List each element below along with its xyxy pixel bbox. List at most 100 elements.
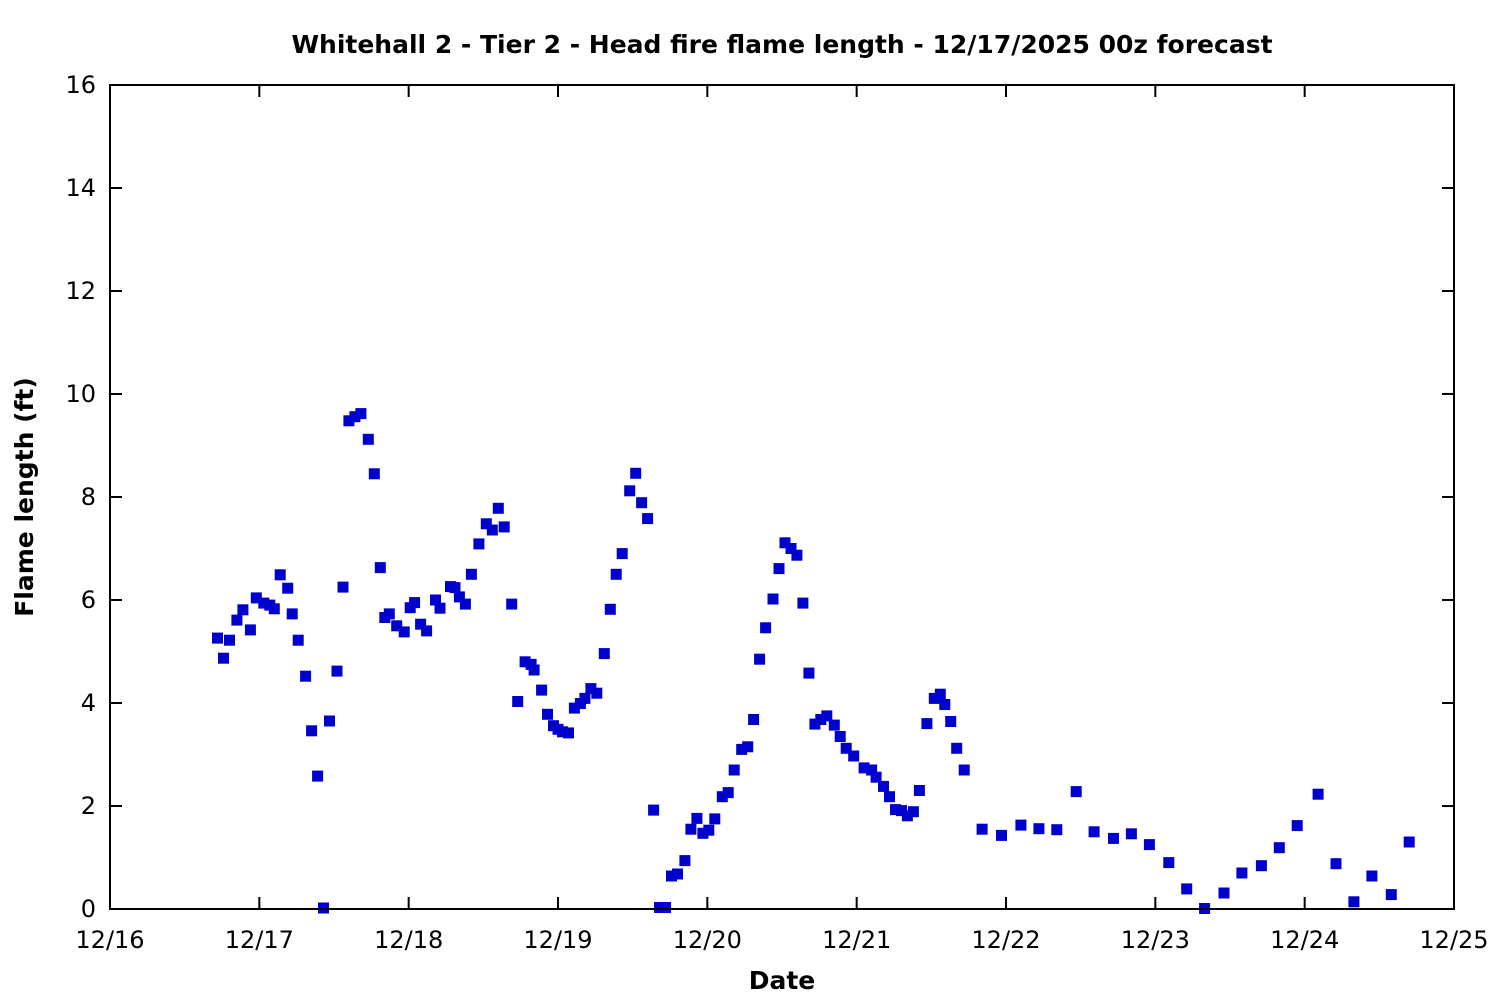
data-point (337, 581, 349, 593)
data-point (685, 823, 697, 835)
data-point (722, 787, 734, 799)
data-point (557, 726, 568, 738)
data-point (828, 719, 840, 731)
data-point (231, 614, 243, 626)
data-point (728, 764, 740, 776)
data-point (300, 670, 312, 682)
data-point (1088, 826, 1100, 838)
y-tick-label: 14 (65, 174, 96, 202)
data-point (1163, 857, 1175, 869)
data-point (951, 742, 963, 754)
data-point (449, 582, 461, 594)
data-point (591, 687, 603, 699)
data-point (1330, 858, 1342, 870)
data-point (736, 743, 748, 755)
data-point (362, 433, 374, 445)
data-point (797, 597, 809, 609)
data-point (579, 692, 591, 704)
x-tick-label: 12/25 (1419, 926, 1488, 954)
data-point (568, 702, 580, 714)
data-point (415, 618, 427, 630)
data-point (212, 632, 223, 644)
data-point (691, 812, 703, 824)
data-point (492, 502, 504, 514)
data-point (525, 658, 537, 670)
data-point (666, 870, 677, 882)
data-point (1143, 839, 1155, 851)
data-point (939, 699, 951, 710)
data-point (1291, 820, 1303, 832)
data-point (921, 718, 933, 730)
data-point (1015, 819, 1027, 831)
data-point (896, 805, 907, 817)
data-point (654, 902, 665, 913)
data-point (512, 696, 524, 707)
data-point (858, 762, 870, 774)
y-tick-label: 2 (81, 792, 96, 820)
data-point (1218, 887, 1230, 899)
data-point (368, 468, 380, 480)
data-point (383, 608, 395, 620)
data-point (1348, 896, 1360, 908)
data-point (884, 791, 895, 803)
data-point (748, 714, 760, 725)
data-point (697, 827, 709, 839)
data-point (282, 582, 294, 594)
data-point (636, 497, 648, 509)
data-point (604, 603, 616, 615)
data-point (430, 594, 441, 606)
data-point (870, 771, 882, 783)
data-point (660, 902, 671, 913)
data-point (703, 824, 715, 836)
data-point (453, 591, 465, 603)
data-point (679, 855, 691, 867)
data-point (498, 521, 510, 533)
data-point (610, 568, 622, 580)
data-point (1273, 842, 1285, 854)
x-tick-label: 12/22 (971, 926, 1040, 954)
scatter-points-layer (212, 408, 1415, 914)
data-point (996, 829, 1007, 841)
y-axis-label: Flame length (ft) (10, 377, 39, 617)
data-point (465, 568, 477, 580)
data-point (324, 715, 335, 727)
data-point (821, 710, 833, 722)
data-point (1255, 860, 1267, 872)
data-point (809, 718, 821, 730)
data-point (901, 810, 913, 822)
data-point (928, 692, 940, 704)
data-point (840, 742, 852, 754)
data-point (312, 770, 324, 782)
data-point (760, 622, 772, 634)
data-point (258, 597, 270, 609)
data-point (286, 608, 298, 620)
y-tick-label: 8 (81, 483, 96, 511)
x-tick-label: 12/23 (1121, 926, 1190, 954)
data-point (343, 415, 355, 427)
data-point (866, 764, 878, 776)
data-point (1070, 786, 1082, 798)
x-tick-label: 12/24 (1270, 926, 1339, 954)
data-point (648, 804, 660, 816)
data-point (355, 408, 367, 420)
data-point (536, 684, 548, 696)
y-tick-label: 6 (81, 586, 96, 614)
data-point (1033, 823, 1045, 835)
data-point (480, 518, 492, 530)
data-point (630, 467, 642, 479)
data-point (767, 593, 779, 605)
data-point (218, 652, 229, 664)
data-point (1366, 870, 1378, 882)
data-point (709, 813, 721, 825)
data-point (976, 823, 988, 835)
data-point (224, 634, 235, 646)
data-point (250, 592, 262, 604)
x-axis-label: Date (749, 966, 816, 995)
data-point (642, 513, 654, 525)
data-point (742, 741, 754, 753)
axis-tick-labels-layer: 12/16 12/17 12/18 12/19 12/20 12/21 12/22 12/23… (65, 71, 1488, 954)
x-tick-label: 12/20 (673, 926, 742, 954)
data-point (598, 648, 610, 660)
